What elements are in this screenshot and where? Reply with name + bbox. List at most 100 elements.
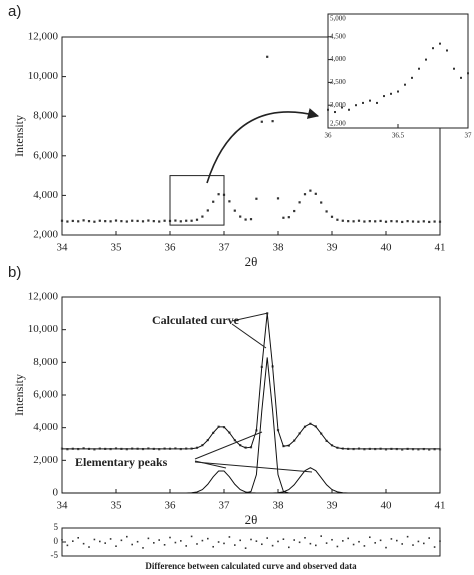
y-tick-label: 2,500 [330, 120, 346, 128]
x-tick-label: 38 [273, 242, 285, 254]
data-point [201, 215, 204, 218]
panel-label: a) [8, 3, 21, 20]
data-point [309, 542, 312, 545]
data-point [212, 545, 214, 548]
data-point [376, 101, 378, 104]
data-point [341, 106, 343, 109]
data-point [341, 219, 344, 222]
y-tick-label: -5 [51, 550, 59, 560]
x-axis-label: 2θ [245, 512, 258, 527]
data-point [331, 538, 333, 541]
data-point [342, 540, 344, 542]
y-axis-label: Intensity [12, 374, 26, 416]
data-point [104, 542, 106, 544]
y-tick-label: 4,500 [330, 32, 346, 40]
data-point [314, 192, 317, 195]
data-point [417, 540, 420, 543]
data-point [152, 220, 155, 223]
data-point [390, 92, 392, 95]
data-point [412, 544, 414, 546]
data-point [93, 538, 96, 541]
data-point [158, 220, 161, 223]
data-point [369, 99, 371, 102]
data-point [125, 220, 128, 223]
data-point [374, 542, 376, 544]
data-point [217, 541, 220, 543]
data-point [223, 542, 225, 545]
annotation-pointer [231, 312, 269, 322]
data-point [336, 218, 339, 221]
x-tick-label: 34 [57, 500, 69, 512]
data-point [82, 542, 85, 545]
data-point [438, 220, 442, 223]
y-tick-label: 12,000 [28, 291, 59, 303]
data-point [368, 220, 371, 223]
data-point [93, 220, 96, 223]
data-point [395, 220, 398, 223]
data-point [428, 220, 431, 224]
x-tick-label: 36 [165, 500, 177, 512]
data-point [195, 218, 199, 221]
y-tick-label: 2,000 [33, 454, 58, 466]
x-tick-label: 36.5 [392, 132, 405, 140]
data-point [390, 538, 393, 540]
data-point [293, 539, 295, 541]
data-point [82, 219, 85, 222]
data-point [384, 220, 388, 223]
x-tick-label: 41 [435, 242, 446, 254]
data-point [439, 42, 441, 45]
data-point [98, 219, 101, 222]
data-point [142, 547, 144, 549]
data-point [261, 543, 263, 546]
data-point [114, 219, 118, 222]
charts: a) 2,000 4,000 6,000 8,000 10,000 12,000 34 35 36… [8, 3, 472, 571]
x-tick-label: 36 [165, 242, 177, 254]
data-point [315, 544, 317, 547]
data-point [406, 535, 409, 538]
y-tick-label: 4,000 [33, 189, 58, 201]
data-point [423, 542, 425, 545]
data-point [185, 219, 188, 222]
annotation-pointer [231, 323, 267, 349]
curve [62, 470, 440, 494]
x-tick-label: 35 [111, 242, 123, 254]
data-point [244, 218, 247, 221]
data-point [66, 220, 69, 223]
y-tick-label: 6,000 [33, 149, 58, 161]
data-point [126, 535, 128, 538]
data-point [60, 219, 64, 222]
data-point [397, 90, 399, 93]
data-point [406, 220, 409, 223]
data-point [282, 538, 285, 540]
zoom-box [169, 175, 225, 226]
data-point [411, 220, 415, 223]
panel-label: b) [8, 264, 21, 281]
data-point [131, 219, 134, 222]
data-point [196, 543, 198, 545]
x-tick-label: 37 [219, 242, 231, 254]
data-point [158, 539, 160, 541]
data-point [363, 220, 366, 223]
data-point [330, 215, 334, 218]
y-tick-label: 5 [54, 522, 59, 532]
annotation: Calculated curve [152, 313, 240, 327]
data-point [374, 220, 377, 223]
y-tick-label: 8,000 [33, 110, 58, 122]
data-point [266, 537, 268, 539]
x-tick-label: 37 [465, 132, 473, 140]
data-point [206, 209, 209, 212]
data-point [153, 542, 155, 544]
data-point [432, 47, 434, 50]
data-point [355, 104, 357, 107]
y-tick-label: 2,000 [33, 229, 58, 241]
data-point [428, 537, 430, 539]
x-tick-label: 38 [273, 500, 285, 512]
data-point [131, 543, 133, 546]
data-point [303, 193, 307, 196]
data-point [304, 537, 306, 539]
data-point [255, 197, 258, 200]
data-point [174, 219, 177, 222]
data-point [334, 111, 336, 114]
data-point [347, 220, 350, 223]
